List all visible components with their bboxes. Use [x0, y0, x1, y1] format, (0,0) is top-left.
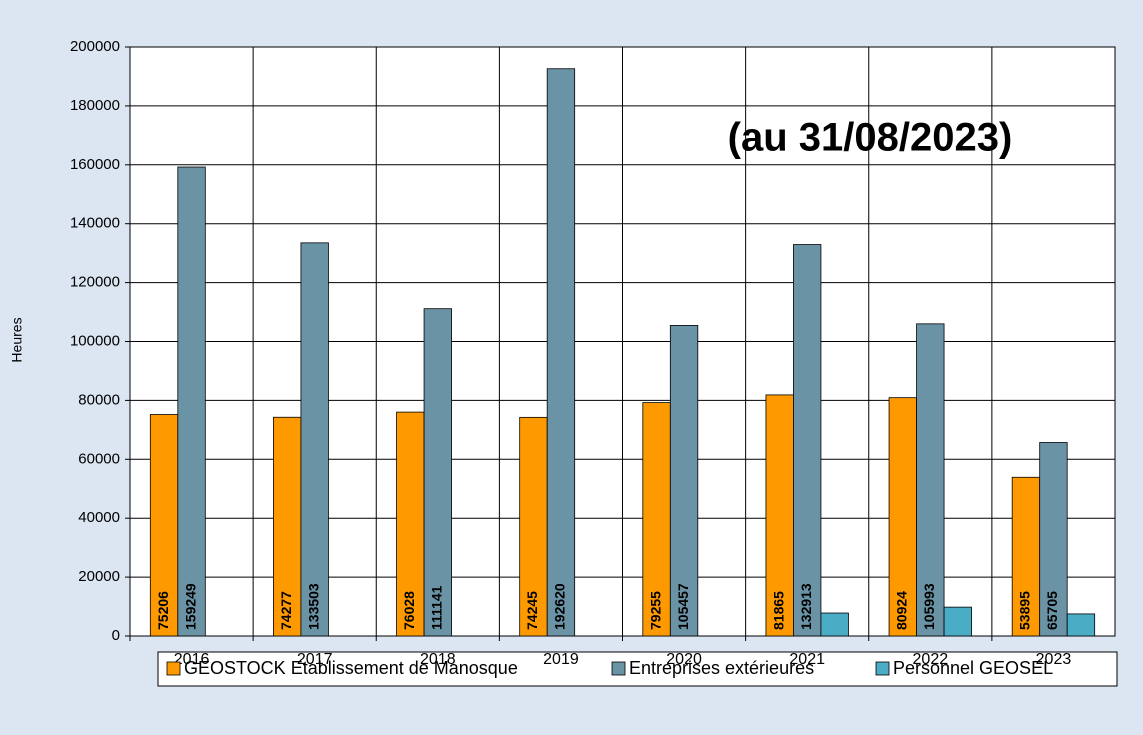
- y-tick-label: 140000: [70, 215, 120, 232]
- y-tick-label: 20000: [78, 568, 120, 585]
- y-tick-label: 0: [112, 627, 120, 644]
- bar: [423, 308, 452, 637]
- y-tick-label: 180000: [70, 97, 120, 114]
- legend-swatch: [166, 661, 181, 676]
- annotation: (au 31/08/2023): [728, 116, 1013, 160]
- bar: [1011, 476, 1041, 637]
- y-tick-label: 60000: [78, 450, 120, 467]
- y-tick-label: 120000: [70, 274, 120, 291]
- data-label: 53895: [1017, 591, 1033, 630]
- bar: [177, 166, 206, 637]
- data-label: 75206: [155, 591, 171, 630]
- data-label: 105457: [675, 583, 691, 630]
- data-label: 105993: [921, 583, 937, 630]
- legend-swatch: [875, 661, 890, 676]
- y-tick-label: 200000: [70, 38, 120, 55]
- data-label: 79255: [647, 591, 663, 630]
- bar: [149, 414, 179, 637]
- bar: [888, 397, 917, 637]
- y-tick-label: 100000: [70, 332, 120, 349]
- bar: [793, 244, 822, 637]
- legend-label: Personnel GEOSEL: [893, 658, 1053, 678]
- bar: [916, 323, 945, 637]
- x-tick-label: 2020: [666, 651, 702, 668]
- y-tick-label: 40000: [78, 509, 120, 526]
- data-label: 76028: [401, 591, 417, 630]
- bar: [546, 68, 576, 637]
- bar: [1039, 442, 1068, 637]
- bar: [943, 606, 972, 637]
- bar: [642, 402, 671, 637]
- legend-label: Entreprises extérieures: [629, 658, 814, 678]
- data-label: 133503: [305, 583, 321, 630]
- x-tick-label: 2022: [913, 651, 949, 668]
- bar: [820, 612, 849, 637]
- data-label: 74245: [524, 591, 540, 630]
- x-tick-label: 2023: [1036, 651, 1072, 668]
- bar: [300, 242, 329, 637]
- data-label: 132913: [798, 583, 814, 630]
- legend: [157, 651, 1118, 687]
- x-tick-label: 2016: [174, 651, 210, 668]
- bar: [1066, 613, 1096, 637]
- x-tick-label: 2017: [297, 651, 333, 668]
- data-label: 74277: [278, 591, 294, 630]
- data-label: 111141: [429, 585, 445, 630]
- y-axis-label: Heures: [9, 317, 25, 362]
- y-tick-label: 80000: [78, 391, 120, 408]
- legend-label: GEOSTOCK Etablissement de Manosque: [184, 658, 518, 678]
- data-label: 159249: [182, 583, 198, 630]
- bar: [669, 325, 699, 637]
- data-label: 65705: [1044, 591, 1060, 630]
- x-tick-label: 2019: [543, 651, 579, 668]
- data-label: 81865: [770, 591, 786, 630]
- legend-swatch: [611, 661, 626, 676]
- x-tick-label: 2021: [789, 651, 825, 668]
- data-label: 192620: [552, 583, 568, 630]
- bar: [765, 394, 794, 637]
- data-label: 80924: [894, 591, 910, 630]
- y-tick-label: 160000: [70, 156, 120, 173]
- x-tick-label: 2018: [420, 651, 456, 668]
